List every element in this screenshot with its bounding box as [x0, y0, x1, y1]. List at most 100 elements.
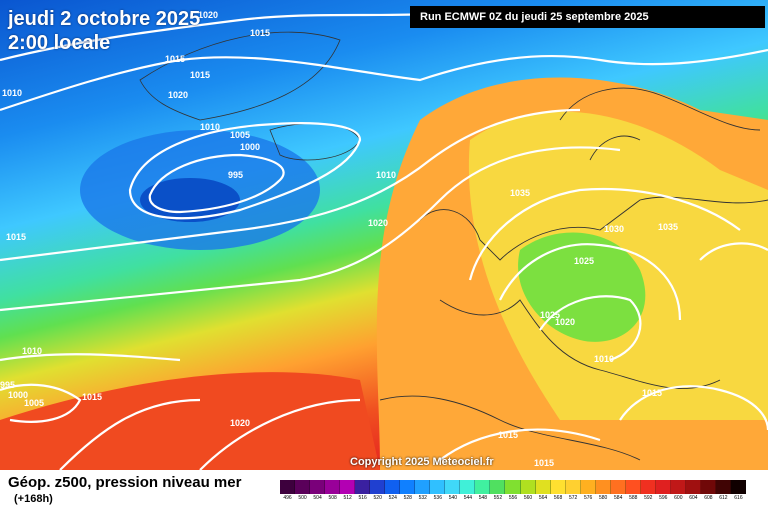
legend-value: 604 — [689, 495, 698, 501]
legend-swatch — [565, 480, 581, 494]
copyright-text: Copyright 2025 Meteociel.fr — [350, 456, 494, 468]
isobar-label: 1025 — [540, 310, 560, 320]
legend-swatch — [325, 480, 341, 494]
legend-value: 588 — [629, 495, 638, 501]
isobar-label: 1015 — [190, 70, 210, 80]
isobar-label: 1015 — [165, 54, 185, 64]
legend-value: 568 — [553, 495, 563, 501]
legend-value: 600 — [674, 495, 683, 501]
subtropical-red-zone — [0, 372, 380, 470]
legend-swatch — [625, 480, 641, 494]
isobar-label: 1020 — [168, 90, 188, 100]
chart-title: Géop. z500, pression niveau mer — [8, 474, 242, 491]
legend-value: 504 — [313, 495, 322, 501]
legend-swatch — [475, 480, 491, 494]
legend-value: 596 — [659, 495, 668, 501]
isobar-label: 1025 — [574, 256, 594, 266]
geopotential-map: 1020101510151015102010101005100099510101… — [0, 0, 768, 470]
isobar-label: 1035 — [510, 188, 530, 198]
isobar-label: 1035 — [658, 222, 678, 232]
isobar-label: 1010 — [200, 122, 220, 132]
legend-value: 524 — [388, 495, 397, 501]
legend-swatch — [610, 480, 626, 494]
legend-value: 532 — [418, 495, 427, 501]
legend-value: 612 — [719, 495, 728, 501]
legend-swatch — [490, 480, 506, 494]
legend-swatch — [520, 480, 536, 494]
run-info-text: Run ECMWF 0Z du jeudi 25 septembre 2025 — [420, 11, 649, 23]
legend-swatch — [340, 480, 356, 494]
legend-swatch — [370, 480, 386, 494]
isobar-label: 1000 — [240, 142, 260, 152]
legend-swatch — [640, 480, 656, 494]
legend-value: 584 — [614, 495, 623, 501]
isobar-label: 1010 — [22, 346, 42, 356]
legend-value: 580 — [599, 495, 608, 501]
legend-swatch — [685, 480, 701, 494]
forecast-time: 2:00 locale — [8, 32, 111, 54]
legend-swatch — [670, 480, 686, 494]
legend-swatch — [550, 480, 566, 494]
isobar-label: 1005 — [24, 398, 44, 408]
scandinavia-coast — [559, 87, 761, 161]
isobar-label: 1020 — [198, 10, 218, 20]
forecast-date: jeudi 2 octobre 2025 — [8, 8, 201, 30]
legend-value: 572 — [568, 495, 578, 501]
trough-green-zone — [518, 232, 646, 342]
legend-value: 608 — [704, 495, 713, 501]
legend-swatch — [355, 480, 371, 494]
legend-swatch — [505, 480, 521, 494]
legend-swatch — [535, 480, 551, 494]
run-info-box: Run ECMWF 0Z du jeudi 25 septembre 2025 — [410, 6, 765, 28]
legend-value: 540 — [448, 495, 458, 501]
legend-swatch — [385, 480, 401, 494]
isobar-label: 1015 — [498, 430, 518, 440]
legend-swatch — [415, 480, 431, 494]
legend-swatch — [700, 480, 716, 494]
isobar-labels: 1020101510151015102010101005100099510101… — [0, 10, 678, 468]
europe-coast — [379, 196, 768, 461]
isobar-label: 1015 — [642, 388, 662, 398]
legend-value: 520 — [373, 495, 382, 501]
legend-swatch — [730, 480, 746, 494]
isobar-label: 1015 — [534, 458, 554, 468]
isobar-label: 995 — [0, 380, 15, 390]
legend-swatch — [655, 480, 671, 494]
legend-swatches — [280, 480, 746, 494]
isobar-label: 1020 — [368, 218, 388, 228]
isobar-label: 1010 — [2, 88, 22, 98]
legend-value: 616 — [734, 495, 743, 501]
legend-swatch — [445, 480, 461, 494]
isobar-label: 1030 — [604, 224, 624, 234]
legend-labels: 496 500 504 508 512 516 520 524 528 532 536 540 544 5… — [280, 495, 746, 501]
legend-swatch — [400, 480, 416, 494]
legend-value: 560 — [523, 495, 533, 501]
isobar-label: 1020 — [555, 317, 575, 327]
legend-swatch — [460, 480, 476, 494]
legend-value: 552 — [493, 495, 503, 501]
legend-swatch — [715, 480, 731, 494]
legend-value: 528 — [403, 495, 412, 501]
chart-subtitle: (+168h) — [14, 493, 53, 505]
isobars — [0, 8, 768, 470]
isobar-label: 1010 — [594, 354, 614, 364]
legend-swatch — [280, 480, 296, 494]
legend-value: 576 — [583, 495, 593, 501]
legend-swatch — [430, 480, 446, 494]
isobar-label: 1015 — [250, 28, 270, 38]
isobar-label: 1015 — [6, 232, 26, 242]
legend-swatch — [295, 480, 311, 494]
legend-value: 500 — [298, 495, 307, 501]
legend-value: 564 — [538, 495, 548, 501]
legend-value: 548 — [478, 495, 488, 501]
legend-value: 556 — [508, 495, 518, 501]
isobar-label: 1005 — [230, 130, 250, 140]
legend-value: 496 — [283, 495, 292, 501]
legend-value: 592 — [644, 495, 653, 501]
legend-value: 544 — [463, 495, 473, 501]
color-legend: 496 500 504 508 512 516 520 524 528 532 536 540 544 5… — [280, 480, 746, 508]
isobar-label: 1020 — [230, 418, 250, 428]
legend-value: 536 — [433, 495, 442, 501]
isobar-label: 995 — [228, 170, 243, 180]
